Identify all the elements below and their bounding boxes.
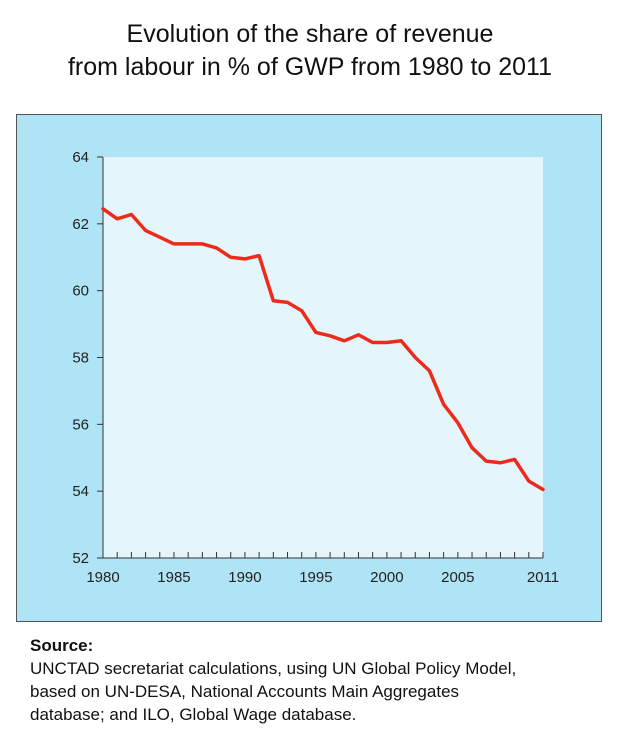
y-tick-label: 52 bbox=[72, 550, 89, 567]
y-tick-label: 58 bbox=[72, 350, 89, 367]
source-note: Source: UNCTAD secretariat calculations,… bbox=[30, 634, 600, 726]
chart-title-line-1: Evolution of the share of revenue bbox=[126, 20, 494, 48]
source-heading: Source: bbox=[30, 636, 94, 655]
source-line-2: based on UN-DESA, National Accounts Main… bbox=[30, 682, 460, 701]
chart-title-line-2: from labour in % of GWP from 1980 to 201… bbox=[67, 53, 553, 81]
x-tick-label: 2000 bbox=[370, 569, 403, 586]
x-tick-label: 1995 bbox=[299, 569, 332, 586]
y-tick-label: 64 bbox=[72, 149, 89, 166]
x-tick-label: 1985 bbox=[157, 569, 190, 586]
x-tick-label: 2005 bbox=[441, 569, 474, 586]
y-tick-label: 62 bbox=[72, 216, 89, 233]
source-line-1: UNCTAD secretariat calculations, using U… bbox=[30, 659, 517, 678]
y-tick-label: 60 bbox=[72, 283, 89, 300]
chart-frame: 52 54 56 58 60 62 64 1980 1985 1990 1995 2000 2005 20… bbox=[16, 114, 602, 622]
source-line-3: database; and ILO, Global Wage database. bbox=[30, 705, 357, 724]
chart-title: Evolution of the share of revenue from l… bbox=[0, 18, 620, 84]
x-tick-label: 1990 bbox=[228, 569, 261, 586]
line-chart: 52 54 56 58 60 62 64 1980 1985 1990 1995 2000 2005 20… bbox=[72, 149, 559, 586]
series-line bbox=[101, 207, 545, 492]
plot-area bbox=[103, 157, 543, 558]
x-tick-label: 2011 bbox=[527, 569, 559, 586]
y-tick-label: 56 bbox=[72, 416, 89, 433]
y-tick-label: 54 bbox=[72, 483, 89, 500]
x-tick-label: 1980 bbox=[86, 569, 119, 586]
